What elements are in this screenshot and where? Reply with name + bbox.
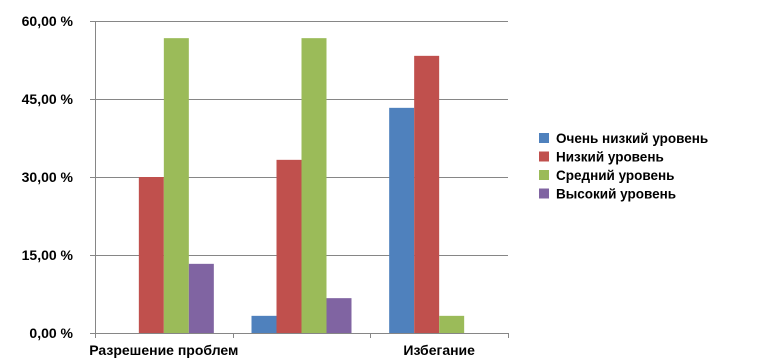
- legend-label: Низкий уровень: [556, 150, 664, 165]
- y-tick-label: 30,00 %: [22, 169, 74, 185]
- bar: [326, 298, 352, 333]
- bar: [163, 38, 189, 333]
- legend-label: Средний уровень: [556, 168, 674, 183]
- y-tick-labels: 0,00 % 15,00 % 30,00 % 45,00 % 60,00 %: [22, 13, 74, 341]
- legend-label: Высокий уровень: [556, 187, 676, 202]
- y-tick-label: 15,00 %: [22, 247, 74, 263]
- legend-swatch: [539, 188, 549, 199]
- bar: [389, 107, 415, 333]
- y-tick-label: 45,00 %: [22, 91, 74, 107]
- bar: [188, 263, 214, 333]
- y-tick-label: 60,00 %: [22, 13, 74, 29]
- bar: [301, 38, 327, 333]
- x-category-label: Разрешение проблем: [89, 342, 238, 358]
- y-tick-label: 0,00 %: [29, 325, 73, 341]
- legend-label: Очень низкий уровень: [556, 131, 708, 146]
- legend-swatch: [539, 133, 549, 143]
- x-category-labels: Разрешение проблем Избегание: [89, 342, 475, 358]
- bar: [439, 315, 465, 333]
- x-category-label: Избегание: [403, 342, 475, 358]
- legend-swatch: [539, 170, 549, 180]
- bar: [276, 159, 302, 333]
- legend-swatch: [539, 151, 549, 162]
- legend: Очень низкий уровень Низкий уровень Средни…: [539, 131, 708, 202]
- axes: [90, 21, 509, 338]
- bar: [138, 177, 164, 333]
- bar: [251, 315, 277, 333]
- bars: [138, 38, 465, 334]
- bar: [414, 55, 440, 334]
